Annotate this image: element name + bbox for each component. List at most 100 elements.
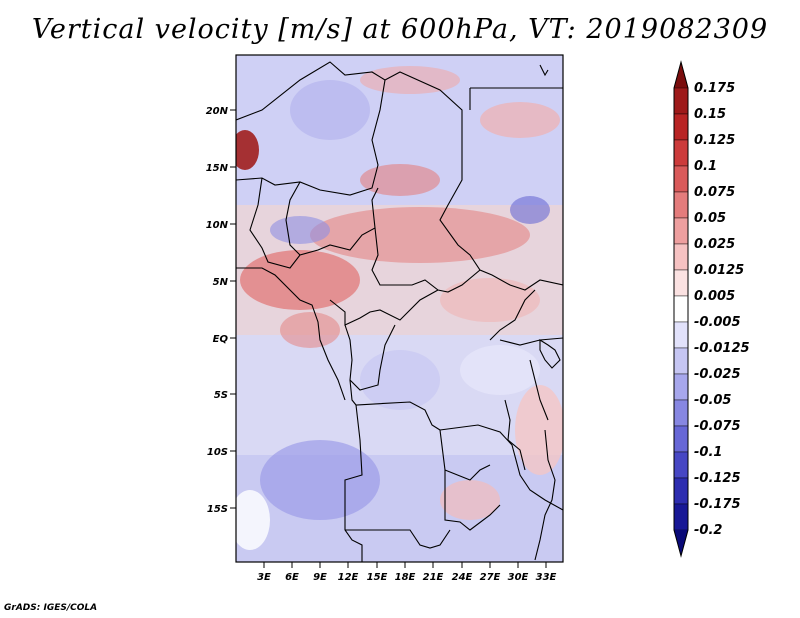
- coastline: [236, 267, 346, 401]
- colorbar-segment: [673, 139, 689, 167]
- field-patch: [240, 250, 360, 310]
- field-patch: [360, 350, 440, 410]
- border-line: [349, 379, 491, 481]
- colorbar-segment: [673, 347, 689, 375]
- colorbar-segment: [673, 243, 689, 271]
- border-line: [489, 289, 536, 341]
- colorbar-segment: [673, 373, 689, 401]
- border-line: [504, 399, 526, 471]
- field-patch: [236, 490, 270, 550]
- border-line: [539, 64, 549, 77]
- lon-label: 15E: [367, 572, 388, 583]
- colorbar-label: 0.1: [694, 159, 717, 174]
- lake-victoria: [539, 339, 561, 369]
- colorbar-segment: [673, 295, 689, 323]
- colorbar-segment: [673, 451, 689, 479]
- border-line: [439, 424, 563, 511]
- lat-label: 10S: [207, 447, 228, 458]
- colorbar-label: 0.05: [694, 211, 726, 226]
- lon-label: 12E: [338, 572, 359, 583]
- lon-label: 21E: [423, 572, 444, 583]
- colorbar-segment: [673, 399, 689, 427]
- border-line: [249, 177, 379, 269]
- colorbar-segment: [673, 503, 689, 531]
- colorbar-label: -0.05: [694, 393, 731, 408]
- colorbar-label: -0.005: [694, 315, 741, 330]
- lon-label: 33E: [536, 572, 557, 583]
- lon-label: 27E: [480, 572, 501, 583]
- lat-label: 10N: [206, 220, 229, 231]
- colorbar-label: -0.025: [694, 367, 741, 382]
- lat-label: 5N: [213, 277, 229, 288]
- lon-label: 30E: [508, 572, 529, 583]
- field-patch: [515, 385, 563, 475]
- field-patch: [480, 102, 560, 138]
- field-patch: [460, 345, 540, 395]
- map-panel: [235, 54, 564, 563]
- field-patch: [236, 130, 259, 170]
- border-line: [344, 404, 363, 562]
- velocity-field: [236, 55, 563, 562]
- lon-label: 9E: [313, 572, 327, 583]
- colorbar: 0.175 0.15 0.125 0.1 0.075 0.05 0.025 0.…: [673, 60, 750, 558]
- lon-label: 18E: [395, 572, 416, 583]
- border-line: [444, 470, 501, 531]
- software-credit: GrADS: IGES/COLA: [4, 603, 98, 613]
- colorbar-segment: [673, 87, 689, 115]
- colorbar-segment: [673, 165, 689, 193]
- lat-label: 15N: [206, 163, 229, 174]
- chart-title: Vertical velocity [m/s] at 600hPa, VT: 2…: [31, 14, 769, 45]
- field-patch: [360, 164, 440, 196]
- colorbar-label: -0.075: [694, 419, 741, 434]
- colorbar-top-arrow: [674, 62, 688, 88]
- lon-axis: 3E 6E 9E 12E 15E 18E 21E 24E 27E 30E 33E: [257, 562, 557, 583]
- field-patch: [310, 207, 530, 263]
- colorbar-label: 0.125: [694, 133, 735, 148]
- colorbar-label: 0.025: [694, 237, 735, 252]
- border-line: [345, 529, 451, 549]
- colorbar-segment: [673, 113, 689, 141]
- colorbar-segment: [673, 191, 689, 219]
- field-patch: [260, 440, 380, 520]
- border-line: [285, 181, 301, 256]
- lat-axis: 20N 15N 10N 5N EQ 5S 10S 15S: [206, 106, 236, 515]
- colorbar-segment: [673, 425, 689, 453]
- colorbar-segment: [673, 217, 689, 245]
- colorbar-label: -0.1: [694, 445, 722, 460]
- lon-label: 3E: [257, 572, 271, 583]
- border-line: [344, 324, 396, 391]
- border-line: [371, 227, 481, 293]
- lat-label: 20N: [206, 106, 229, 117]
- lake-shore: [529, 359, 549, 421]
- border-line: [534, 429, 556, 561]
- field-patch: [360, 66, 460, 94]
- field-patch: [510, 196, 550, 224]
- colorbar-outline: [673, 60, 689, 558]
- lat-label: 15S: [207, 504, 228, 515]
- border-line: [236, 61, 386, 121]
- field-patch: [270, 216, 330, 244]
- field-patch: [290, 80, 370, 140]
- lon-label: 24E: [452, 572, 473, 583]
- colorbar-label: -0.175: [694, 497, 741, 512]
- colorbar-segment: [673, 269, 689, 297]
- colorbar-label: 0.15: [694, 107, 726, 122]
- lat-label: 5S: [214, 390, 228, 401]
- border-line: [329, 289, 439, 326]
- field-patch: [280, 312, 340, 348]
- border-line: [236, 71, 563, 291]
- field-patch: [440, 480, 500, 520]
- colorbar-segment: [673, 477, 689, 505]
- lat-label: EQ: [213, 334, 229, 345]
- country-borders: [236, 61, 563, 562]
- colorbar-label: -0.2: [694, 523, 722, 538]
- colorbar-label: 0.075: [694, 185, 735, 200]
- field-patch: [440, 278, 540, 322]
- lon-label: 6E: [285, 572, 299, 583]
- colorbar-bottom-arrow: [674, 530, 688, 556]
- border-line: [499, 337, 563, 346]
- colorbar-label: -0.125: [694, 471, 741, 486]
- colorbar-label: 0.005: [694, 289, 735, 304]
- colorbar-segment: [673, 321, 689, 349]
